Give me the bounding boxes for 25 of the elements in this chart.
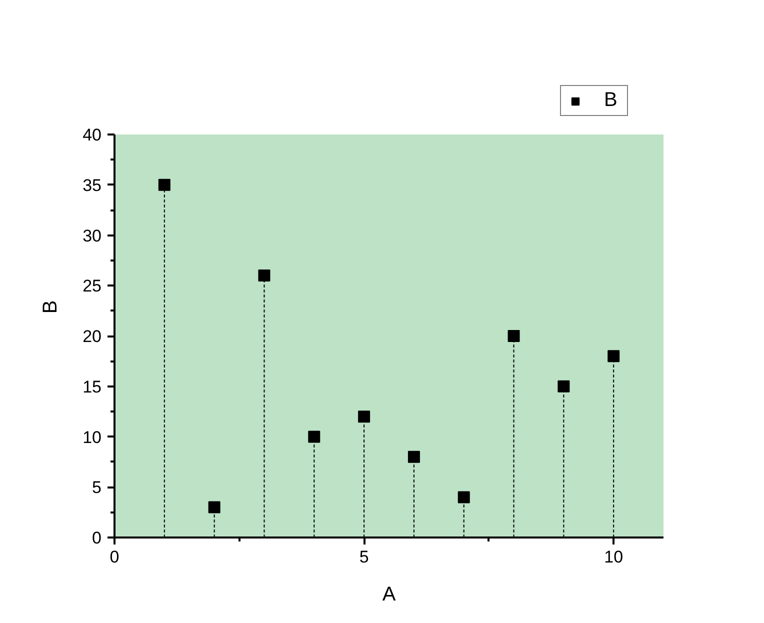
point <box>208 501 220 514</box>
y-tick-label: 40 <box>82 126 102 144</box>
y-tick-label: 30 <box>82 226 102 246</box>
x-axis-title: A <box>382 584 396 606</box>
point <box>258 270 270 282</box>
y-tick-label: 5 <box>92 478 102 498</box>
point <box>558 380 570 392</box>
legend-label: B <box>604 89 618 112</box>
point <box>358 410 370 423</box>
y-tick-label: 25 <box>82 276 102 296</box>
y-tick-label: 15 <box>82 377 102 396</box>
y-tick-label: 20 <box>82 327 102 346</box>
x-tick-label: 10 <box>604 548 624 566</box>
y-tick-label: 0 <box>92 528 102 548</box>
y-tick-label: 10 <box>82 428 102 447</box>
x-tick-label: 5 <box>359 548 369 566</box>
point <box>408 450 420 463</box>
point <box>508 330 520 342</box>
point <box>308 430 320 443</box>
point <box>158 178 170 191</box>
y-axis-title: B <box>40 300 62 314</box>
y-tick-label: 35 <box>82 176 102 195</box>
point <box>458 491 470 504</box>
x-tick-label: 0 <box>110 548 120 566</box>
point <box>608 350 620 362</box>
